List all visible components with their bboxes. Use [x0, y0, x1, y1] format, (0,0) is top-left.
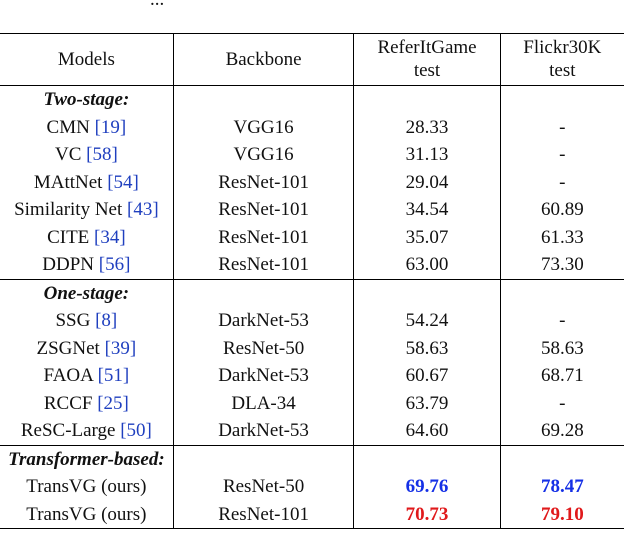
referit-cell: 63.79: [353, 389, 501, 417]
table-row: FAOA [51] DarkNet-53 60.67 68.71: [0, 362, 624, 390]
results-table: Models Backbone ReferItGame test Flickr30…: [0, 33, 624, 529]
flickr-cell: 61.33: [540, 226, 584, 248]
referit-cell: 63.00: [353, 251, 501, 279]
backbone-cell: ResNet-101: [173, 251, 355, 279]
referit-cell: 60.67: [353, 362, 501, 390]
model-name: ZSGNet [39]: [0, 334, 174, 362]
citation-link[interactable]: [8]: [95, 310, 118, 331]
flickr-cell: 73.30: [540, 254, 584, 275]
referit-cell: 54.24: [353, 307, 501, 335]
clipped-caption-text: ...: [150, 0, 164, 11]
model-name: SSG [8]: [0, 307, 174, 335]
backbone-cell: DarkNet-53: [173, 417, 355, 445]
table-row: MAttNet [54] ResNet-101 29.04 -: [0, 168, 624, 196]
backbone-cell: DarkNet-53: [173, 307, 355, 335]
table-row: RCCF [25] DLA-34 63.79 -: [0, 389, 624, 417]
referit-cell: 34.54: [353, 196, 501, 224]
section-two-stage: Two-stage:: [0, 85, 624, 114]
flickr-cell: -: [559, 392, 566, 414]
table-row: DDPN [56] ResNet-101 63.00 73.30: [0, 251, 624, 279]
citation-link[interactable]: [56]: [98, 254, 131, 275]
referit-cell: 35.07: [353, 223, 501, 251]
model-name: ReSC-Large [50]: [0, 417, 174, 445]
backbone-cell: VGG16: [173, 141, 355, 169]
section-one-stage: One-stage:: [0, 279, 624, 307]
citation-link[interactable]: [25]: [97, 392, 129, 414]
backbone-cell: DLA-34: [173, 389, 355, 417]
header-referitgame-split: test: [413, 60, 441, 81]
model-name: MAttNet [54]: [0, 168, 174, 196]
backbone-cell: ResNet-50: [173, 334, 355, 362]
backbone-cell: VGG16: [173, 113, 355, 141]
header-flickr30k: Flickr30K test: [500, 34, 624, 86]
header-flickr30k-title: Flickr30K: [523, 37, 602, 58]
citation-link[interactable]: [51]: [97, 365, 130, 386]
backbone-cell: ResNet-50: [173, 473, 355, 501]
table-row: TransVG (ours) ResNet-101 70.73 79.10: [0, 500, 624, 529]
header-flickr30k-split: test: [549, 60, 576, 81]
model-name: DDPN [56]: [0, 251, 174, 279]
table-row: VC [58] VGG16 31.13 -: [0, 141, 624, 169]
model-name: TransVG (ours): [0, 500, 174, 529]
table-row: Similarity Net [43] ResNet-101 34.54 60.…: [0, 196, 624, 224]
table-row: TransVG (ours) ResNet-50 69.76 78.47: [0, 473, 624, 501]
citation-link[interactable]: [58]: [86, 144, 118, 165]
flickr-cell: -: [559, 116, 566, 138]
model-name: TransVG (ours): [0, 473, 174, 501]
referit-cell-second-best: 69.76: [353, 473, 501, 501]
referit-cell: 31.13: [353, 141, 501, 169]
citation-link[interactable]: [34]: [94, 226, 126, 248]
table-row: CITE [34] ResNet-101 35.07 61.33: [0, 223, 624, 251]
citation-link[interactable]: [19]: [94, 116, 127, 138]
backbone-cell: ResNet-101: [173, 168, 355, 196]
section-label: One-stage:: [0, 279, 174, 307]
section-label: Two-stage:: [0, 85, 174, 114]
flickr-cell-best: 79.10: [540, 503, 584, 525]
citation-link[interactable]: [54]: [107, 171, 139, 193]
referit-cell-best: 70.73: [353, 500, 501, 529]
referit-cell: 64.60: [353, 417, 501, 445]
flickr-cell: 58.63: [540, 337, 584, 359]
section-transformer-based: Transformer-based:: [0, 445, 624, 473]
header-referitgame-title: ReferItGame: [377, 37, 477, 58]
table-row: ZSGNet [39] ResNet-50 58.63 58.63: [0, 334, 624, 362]
model-name: CMN [19]: [0, 113, 174, 141]
header-backbone: Backbone: [173, 33, 355, 86]
table-row: ReSC-Large [50] DarkNet-53 64.60 69.28: [0, 417, 624, 445]
backbone-cell: ResNet-101: [173, 223, 355, 251]
citation-link[interactable]: [39]: [104, 337, 137, 359]
backbone-cell: ResNet-101: [173, 500, 355, 529]
citation-link[interactable]: [43]: [127, 199, 159, 220]
model-name: FAOA [51]: [0, 362, 174, 390]
referit-cell: 28.33: [353, 113, 501, 141]
backbone-cell: ResNet-101: [173, 196, 355, 224]
model-name: VC [58]: [0, 141, 174, 169]
table-header-row: Models Backbone ReferItGame test Flickr30…: [0, 33, 624, 86]
model-name: CITE [34]: [0, 223, 174, 251]
clipped-caption: ...: [0, 0, 624, 24]
header-models: Models: [0, 33, 174, 86]
section-label: Transformer-based:: [0, 445, 174, 473]
referit-cell: 29.04: [353, 168, 501, 196]
model-name: RCCF [25]: [0, 389, 174, 417]
model-name: Similarity Net [43]: [0, 196, 174, 224]
flickr-cell: 69.28: [540, 420, 584, 441]
referit-cell: 58.63: [353, 334, 501, 362]
flickr-cell: -: [559, 310, 566, 331]
header-referitgame: ReferItGame test: [353, 33, 501, 86]
flickr-cell: 60.89: [540, 199, 584, 220]
table-row: CMN [19] VGG16 28.33 -: [0, 113, 624, 141]
flickr-cell: -: [559, 171, 566, 193]
citation-link[interactable]: [50]: [120, 420, 152, 441]
flickr-cell-second-best: 78.47: [540, 476, 584, 497]
flickr-cell: -: [559, 144, 566, 165]
backbone-cell: DarkNet-53: [173, 362, 355, 390]
flickr-cell: 68.71: [540, 365, 584, 386]
table-row: SSG [8] DarkNet-53 54.24 -: [0, 307, 624, 335]
